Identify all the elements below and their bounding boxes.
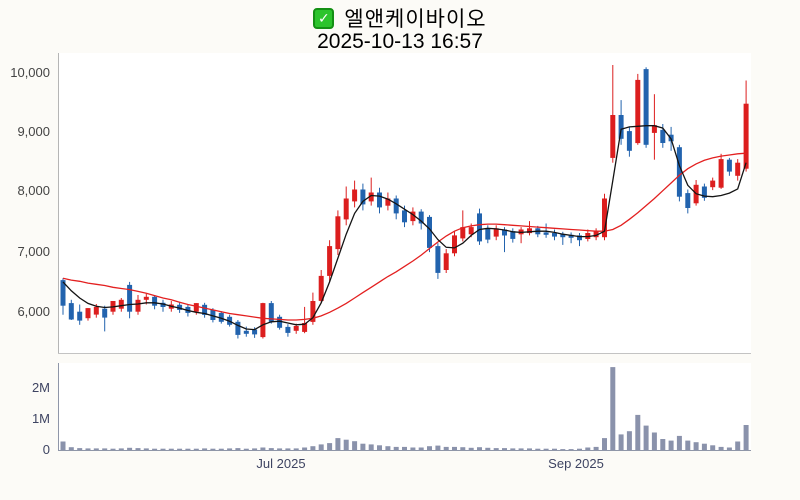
chart-header: ✓ 엘앤케이바이오 bbox=[0, 3, 800, 33]
chart-datetime: 2025-10-13 16:57 bbox=[317, 30, 483, 53]
stock-name-title: 엘앤케이바이오 bbox=[344, 8, 487, 31]
checked-checkbox-icon[interactable]: ✓ bbox=[313, 7, 335, 29]
price-axis-label: 8,000 bbox=[17, 183, 50, 198]
price-axis-label: 10,000 bbox=[10, 65, 50, 80]
volume-axis-label: 1M bbox=[31, 411, 50, 426]
volume-axis-label: 2M bbox=[31, 380, 50, 395]
chart-series-layer bbox=[60, 65, 749, 450]
x-axis-label-sep: Sep 2025 bbox=[548, 456, 604, 471]
price-axis-label: 6,000 bbox=[17, 304, 50, 319]
x-axis-label-jul: Jul 2025 bbox=[256, 456, 306, 471]
price-axis-label: 7,000 bbox=[17, 244, 50, 259]
price-axis-label: 9,000 bbox=[17, 124, 50, 139]
volume-axis-label: 0 bbox=[42, 442, 50, 457]
